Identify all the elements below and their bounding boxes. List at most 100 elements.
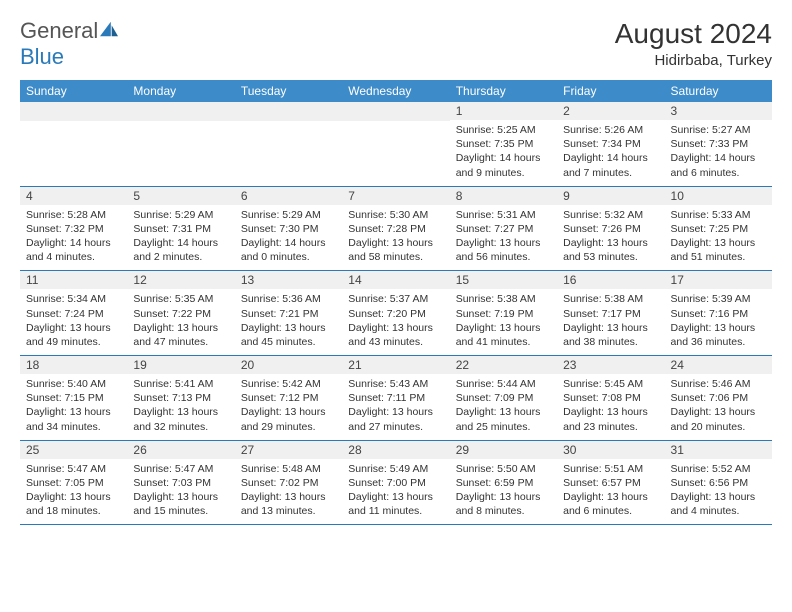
sunrise-line: Sunrise: 5:41 AM xyxy=(133,377,228,391)
daylight-line: Daylight: 13 hours and 6 minutes. xyxy=(563,490,658,518)
day-details: Sunrise: 5:48 AMSunset: 7:02 PMDaylight:… xyxy=(235,459,342,525)
day-cell: 13Sunrise: 5:36 AMSunset: 7:21 PMDayligh… xyxy=(235,271,342,356)
calendar-week-row: 11Sunrise: 5:34 AMSunset: 7:24 PMDayligh… xyxy=(20,271,772,356)
sunrise-line: Sunrise: 5:50 AM xyxy=(456,462,551,476)
sunrise-line: Sunrise: 5:45 AM xyxy=(563,377,658,391)
daylight-line: Daylight: 13 hours and 43 minutes. xyxy=(348,321,443,349)
weekday-header: Tuesday xyxy=(235,80,342,102)
daylight-line: Daylight: 14 hours and 6 minutes. xyxy=(671,151,766,179)
sunset-line: Sunset: 7:31 PM xyxy=(133,222,228,236)
sunset-line: Sunset: 7:28 PM xyxy=(348,222,443,236)
day-details: Sunrise: 5:31 AMSunset: 7:27 PMDaylight:… xyxy=(450,205,557,271)
empty-day xyxy=(342,102,449,121)
sunrise-line: Sunrise: 5:32 AM xyxy=(563,208,658,222)
sunset-line: Sunset: 7:05 PM xyxy=(26,476,121,490)
sunrise-line: Sunrise: 5:38 AM xyxy=(563,292,658,306)
daylight-line: Daylight: 13 hours and 18 minutes. xyxy=(26,490,121,518)
day-details: Sunrise: 5:50 AMSunset: 6:59 PMDaylight:… xyxy=(450,459,557,525)
sunrise-line: Sunrise: 5:38 AM xyxy=(456,292,551,306)
sunset-line: Sunset: 7:03 PM xyxy=(133,476,228,490)
day-cell: 6Sunrise: 5:29 AMSunset: 7:30 PMDaylight… xyxy=(235,186,342,271)
sunrise-line: Sunrise: 5:42 AM xyxy=(241,377,336,391)
day-details: Sunrise: 5:52 AMSunset: 6:56 PMDaylight:… xyxy=(665,459,772,525)
day-cell: 26Sunrise: 5:47 AMSunset: 7:03 PMDayligh… xyxy=(127,440,234,525)
sunrise-line: Sunrise: 5:44 AM xyxy=(456,377,551,391)
day-details: Sunrise: 5:33 AMSunset: 7:25 PMDaylight:… xyxy=(665,205,772,271)
day-cell: 10Sunrise: 5:33 AMSunset: 7:25 PMDayligh… xyxy=(665,186,772,271)
calendar-week-row: 4Sunrise: 5:28 AMSunset: 7:32 PMDaylight… xyxy=(20,186,772,271)
daylight-line: Daylight: 13 hours and 53 minutes. xyxy=(563,236,658,264)
sunrise-line: Sunrise: 5:33 AM xyxy=(671,208,766,222)
day-number: 10 xyxy=(665,187,772,205)
day-number: 18 xyxy=(20,356,127,374)
daylight-line: Daylight: 13 hours and 36 minutes. xyxy=(671,321,766,349)
sunrise-line: Sunrise: 5:51 AM xyxy=(563,462,658,476)
day-details: Sunrise: 5:27 AMSunset: 7:33 PMDaylight:… xyxy=(665,120,772,186)
sunset-line: Sunset: 7:21 PM xyxy=(241,307,336,321)
daylight-line: Daylight: 13 hours and 15 minutes. xyxy=(133,490,228,518)
day-details: Sunrise: 5:47 AMSunset: 7:05 PMDaylight:… xyxy=(20,459,127,525)
day-details: Sunrise: 5:26 AMSunset: 7:34 PMDaylight:… xyxy=(557,120,664,186)
sunset-line: Sunset: 7:33 PM xyxy=(671,137,766,151)
day-number: 20 xyxy=(235,356,342,374)
daylight-line: Daylight: 13 hours and 4 minutes. xyxy=(671,490,766,518)
day-cell: 4Sunrise: 5:28 AMSunset: 7:32 PMDaylight… xyxy=(20,186,127,271)
day-number: 17 xyxy=(665,271,772,289)
day-cell: 20Sunrise: 5:42 AMSunset: 7:12 PMDayligh… xyxy=(235,356,342,441)
day-cell: 12Sunrise: 5:35 AMSunset: 7:22 PMDayligh… xyxy=(127,271,234,356)
daylight-line: Daylight: 13 hours and 49 minutes. xyxy=(26,321,121,349)
day-number: 30 xyxy=(557,441,664,459)
daylight-line: Daylight: 14 hours and 2 minutes. xyxy=(133,236,228,264)
sunrise-line: Sunrise: 5:48 AM xyxy=(241,462,336,476)
day-number: 24 xyxy=(665,356,772,374)
day-cell xyxy=(20,102,127,186)
day-number: 4 xyxy=(20,187,127,205)
day-cell xyxy=(235,102,342,186)
day-cell: 2Sunrise: 5:26 AMSunset: 7:34 PMDaylight… xyxy=(557,102,664,186)
day-cell xyxy=(342,102,449,186)
daylight-line: Daylight: 13 hours and 27 minutes. xyxy=(348,405,443,433)
sunset-line: Sunset: 7:24 PM xyxy=(26,307,121,321)
sunrise-line: Sunrise: 5:49 AM xyxy=(348,462,443,476)
day-details: Sunrise: 5:35 AMSunset: 7:22 PMDaylight:… xyxy=(127,289,234,355)
day-cell: 9Sunrise: 5:32 AMSunset: 7:26 PMDaylight… xyxy=(557,186,664,271)
day-cell: 17Sunrise: 5:39 AMSunset: 7:16 PMDayligh… xyxy=(665,271,772,356)
sunset-line: Sunset: 7:00 PM xyxy=(348,476,443,490)
day-cell: 15Sunrise: 5:38 AMSunset: 7:19 PMDayligh… xyxy=(450,271,557,356)
day-cell: 30Sunrise: 5:51 AMSunset: 6:57 PMDayligh… xyxy=(557,440,664,525)
sunset-line: Sunset: 7:02 PM xyxy=(241,476,336,490)
day-details: Sunrise: 5:34 AMSunset: 7:24 PMDaylight:… xyxy=(20,289,127,355)
day-details: Sunrise: 5:43 AMSunset: 7:11 PMDaylight:… xyxy=(342,374,449,440)
sunrise-line: Sunrise: 5:35 AM xyxy=(133,292,228,306)
sunrise-line: Sunrise: 5:29 AM xyxy=(133,208,228,222)
day-cell: 11Sunrise: 5:34 AMSunset: 7:24 PMDayligh… xyxy=(20,271,127,356)
calendar-body: 1Sunrise: 5:25 AMSunset: 7:35 PMDaylight… xyxy=(20,102,772,525)
daylight-line: Daylight: 13 hours and 56 minutes. xyxy=(456,236,551,264)
daylight-line: Daylight: 13 hours and 13 minutes. xyxy=(241,490,336,518)
empty-day xyxy=(127,102,234,121)
day-details: Sunrise: 5:38 AMSunset: 7:17 PMDaylight:… xyxy=(557,289,664,355)
weekday-header: Saturday xyxy=(665,80,772,102)
daylight-line: Daylight: 13 hours and 47 minutes. xyxy=(133,321,228,349)
daylight-line: Daylight: 14 hours and 9 minutes. xyxy=(456,151,551,179)
day-cell: 28Sunrise: 5:49 AMSunset: 7:00 PMDayligh… xyxy=(342,440,449,525)
daylight-line: Daylight: 13 hours and 11 minutes. xyxy=(348,490,443,518)
sunset-line: Sunset: 7:27 PM xyxy=(456,222,551,236)
daylight-line: Daylight: 14 hours and 7 minutes. xyxy=(563,151,658,179)
day-details: Sunrise: 5:49 AMSunset: 7:00 PMDaylight:… xyxy=(342,459,449,525)
day-details: Sunrise: 5:39 AMSunset: 7:16 PMDaylight:… xyxy=(665,289,772,355)
day-cell: 14Sunrise: 5:37 AMSunset: 7:20 PMDayligh… xyxy=(342,271,449,356)
sunset-line: Sunset: 7:15 PM xyxy=(26,391,121,405)
day-details: Sunrise: 5:30 AMSunset: 7:28 PMDaylight:… xyxy=(342,205,449,271)
day-number: 9 xyxy=(557,187,664,205)
sunset-line: Sunset: 7:19 PM xyxy=(456,307,551,321)
day-details: Sunrise: 5:42 AMSunset: 7:12 PMDaylight:… xyxy=(235,374,342,440)
day-number: 2 xyxy=(557,102,664,120)
day-number: 25 xyxy=(20,441,127,459)
sunrise-line: Sunrise: 5:47 AM xyxy=(133,462,228,476)
day-number: 28 xyxy=(342,441,449,459)
sunset-line: Sunset: 7:11 PM xyxy=(348,391,443,405)
daylight-line: Daylight: 14 hours and 4 minutes. xyxy=(26,236,121,264)
calendar-page: General Blue August 2024 Hidirbaba, Turk… xyxy=(0,0,792,535)
daylight-line: Daylight: 13 hours and 32 minutes. xyxy=(133,405,228,433)
